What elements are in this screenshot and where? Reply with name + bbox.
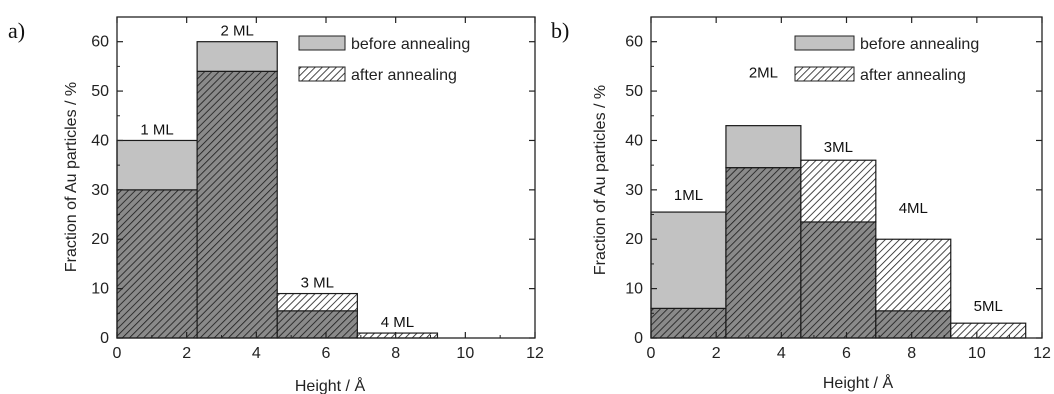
- histogram-bars-a: [116, 41, 439, 339]
- legend-swatch-after-b: [794, 66, 855, 82]
- bar-label-b-1: 2ML: [749, 65, 778, 82]
- bar-after-excess-b-4: [950, 322, 1027, 339]
- bar-overlap-b-2: [800, 221, 877, 339]
- legend-swatch-after-a: [298, 66, 346, 82]
- y-tick-label-b-6: 60: [625, 34, 643, 51]
- bar-after-excess-b-2: [800, 159, 877, 223]
- panel-label-b: b): [551, 18, 569, 43]
- x-tick-label-a-4: 8: [391, 345, 400, 362]
- bar-labels-b: 1ML 2ML 3ML 4ML 5ML: [674, 65, 1003, 316]
- bar-label-b-3: 4ML: [899, 200, 928, 217]
- y-tick-label-a-1: 10: [91, 281, 109, 298]
- x-axis-title-b: Height / Å: [823, 373, 894, 392]
- bar-before-excess-a-0: [116, 139, 198, 191]
- bar-label-b-4: 5ML: [974, 298, 1003, 315]
- y-tick-label-b-5: 50: [625, 83, 643, 100]
- bar-before-excess-b-1: [725, 125, 802, 169]
- bar-label-a-1: 2 ML: [220, 23, 253, 40]
- legend-a: before annealing after annealing: [298, 35, 470, 84]
- x-tick-label-b-4: 8: [907, 345, 916, 362]
- y-tick-label-a-5: 50: [91, 83, 109, 100]
- bar-after-excess-b-3: [875, 238, 952, 312]
- legend-label-before-b: before annealing: [860, 36, 979, 53]
- bar-overlap-a-1: [196, 70, 278, 339]
- x-tick-label-a-3: 6: [322, 345, 331, 362]
- y-tick-label-a-6: 60: [91, 34, 109, 51]
- y-tick-label-b-3: 30: [625, 182, 643, 199]
- legend-label-before-a: before annealing: [351, 36, 470, 53]
- bar-overlap-b-1: [725, 167, 802, 339]
- x-tick-label-b-0: 0: [647, 345, 656, 362]
- bar-label-b-0: 1ML: [674, 187, 703, 204]
- bar-label-a-2: 3 ML: [301, 275, 334, 292]
- legend-swatch-before-a: [298, 35, 346, 51]
- bar-overlap-a-2: [276, 310, 358, 339]
- x-tick-label-a-6: 12: [526, 345, 544, 362]
- y-tick-label-b-1: 10: [625, 281, 643, 298]
- panel-label-a: a): [8, 18, 25, 43]
- axis-ticks-b: 0 2 4 6 8 10 12 0 10 20 30 40 50 60: [625, 17, 1051, 362]
- bar-overlap-b-3: [875, 310, 952, 339]
- legend-label-after-a: after annealing: [351, 67, 457, 84]
- y-tick-label-a-3: 30: [91, 182, 109, 199]
- bar-before-excess-a-1: [196, 41, 278, 72]
- x-tick-label-a-1: 2: [182, 345, 191, 362]
- y-tick-label-a-0: 0: [100, 330, 109, 347]
- chart-panel-a: a) 0 2 4 6 8 10 12 0 10 20 30 40 50 60 Fraction of Au…: [8, 16, 544, 394]
- histogram-bars-b: [650, 125, 1027, 339]
- y-tick-label-b-0: 0: [634, 330, 643, 347]
- x-tick-label-b-1: 2: [712, 345, 721, 362]
- x-tick-label-b-2: 4: [777, 345, 786, 362]
- bar-labels-a: 1 ML 2 ML 3 ML 4 ML: [140, 23, 414, 331]
- bar-overlap-b-0: [650, 307, 727, 339]
- bar-after-excess-a-2: [276, 292, 358, 312]
- y-tick-label-a-2: 20: [91, 231, 109, 248]
- axis-ticks-a: 0 2 4 6 8 10 12 0 10 20 30 40 50 60: [91, 17, 544, 362]
- bar-label-a-3: 4 ML: [381, 314, 414, 331]
- x-tick-label-a-2: 4: [252, 345, 261, 362]
- x-tick-label-a-5: 10: [456, 345, 474, 362]
- bar-label-a-0: 1 ML: [140, 121, 173, 138]
- chart-panel-b: b) 0 2 4 6 8 10 12 0 10 20 30 40 50 60 Fraction of Au…: [551, 16, 1051, 392]
- y-tick-label-b-4: 40: [625, 132, 643, 149]
- legend-b: before annealing after annealing: [794, 35, 979, 84]
- y-axis-title-b: Fraction of Au particles / %: [592, 85, 609, 275]
- bar-label-b-2: 3ML: [824, 139, 853, 156]
- x-tick-label-b-6: 12: [1033, 345, 1051, 362]
- x-tick-label-b-3: 6: [842, 345, 851, 362]
- x-tick-label-b-5: 10: [968, 345, 986, 362]
- x-axis-title-a: Height / Å: [295, 376, 366, 394]
- legend-label-after-b: after annealing: [860, 67, 966, 84]
- y-axis-title-a: Fraction of Au particles / %: [63, 82, 80, 272]
- x-tick-label-a-0: 0: [113, 345, 122, 362]
- y-tick-label-a-4: 40: [91, 132, 109, 149]
- legend-swatch-before-b: [794, 35, 855, 51]
- bar-before-excess-b-0: [650, 211, 727, 309]
- y-tick-label-b-2: 20: [625, 231, 643, 248]
- bar-after-excess-a-3: [356, 332, 439, 339]
- bar-overlap-a-0: [116, 189, 198, 339]
